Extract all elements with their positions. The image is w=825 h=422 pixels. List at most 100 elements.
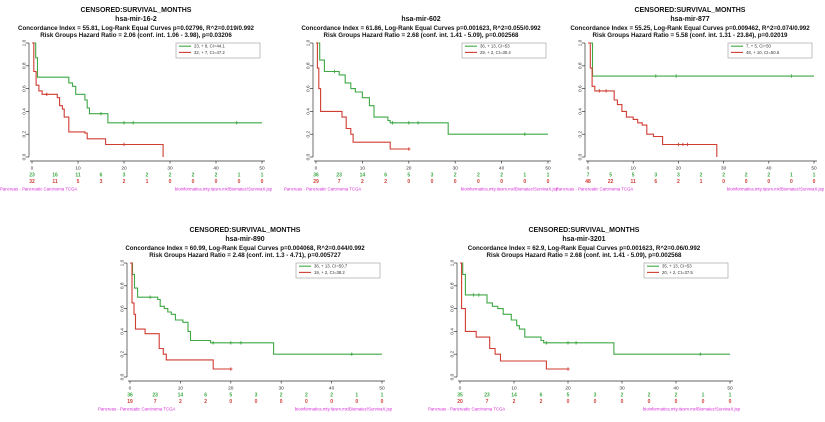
- y-tick-label: 0.8: [450, 282, 456, 289]
- at-risk-red-value: 0: [594, 399, 597, 405]
- km-panel-5: CENSORED:SURVIVAL_MONTHS hsa-mir-3201 Conc…: [428, 222, 740, 418]
- y-tick-label: 0.0: [22, 153, 28, 160]
- censor-mark: [211, 341, 215, 345]
- x-tick-label: 20: [676, 166, 682, 172]
- high-risk-group-curve: [588, 42, 718, 157]
- x-tick-label: 50: [811, 166, 817, 172]
- stats-line: Concordance Index = 55.81, Log-Rank Equa…: [18, 24, 254, 32]
- legend-label-low-risk-group: 35, + 13, CI=53: [662, 264, 692, 269]
- at-risk-green-value: 16: [52, 173, 58, 179]
- at-risk-green-value: 3: [123, 173, 126, 179]
- at-risk-green-value: 1: [355, 393, 358, 399]
- x-tick-label: 40: [766, 166, 772, 172]
- y-tick-label: 1.0: [120, 260, 126, 266]
- y-tick-label: 0.8: [578, 62, 584, 69]
- legend-box: [727, 42, 813, 59]
- at-risk-red-value: 0: [305, 399, 308, 405]
- km-panel-4: CENSORED:SURVIVAL_MONTHS hsa-mir-890 Conco…: [98, 222, 392, 418]
- at-risk-red-value: 19: [127, 399, 133, 405]
- censor-mark: [566, 341, 570, 345]
- at-risk-green-value: 2: [621, 393, 624, 399]
- censor-mark: [544, 341, 549, 345]
- at-risk-red-value: 0: [477, 179, 480, 185]
- censor-mark: [235, 121, 239, 125]
- censor-mark: [350, 352, 354, 356]
- at-risk-red-value: 0: [621, 399, 624, 405]
- at-risk-green-value: 2: [700, 173, 703, 179]
- legend-label-low-risk-group: 23, + 8, CI=44.1: [194, 44, 225, 49]
- legend-label-high-risk-group: 32, + 7, CI=47.2: [194, 50, 225, 55]
- x-tick-label: 40: [499, 166, 505, 172]
- at-risk-red-value: 32: [29, 179, 35, 185]
- y-tick-label: 1.0: [450, 260, 456, 266]
- at-risk-green-value: 5: [229, 393, 232, 399]
- at-risk-red-value: 2: [384, 179, 387, 185]
- at-risk-green-value: 3: [255, 393, 258, 399]
- y-tick-label: 0.4: [578, 108, 584, 115]
- y-tick-label: 0.8: [22, 62, 28, 69]
- stats-line: Risk Groups Hazard Ratio = 5.58 (conf. i…: [592, 32, 788, 40]
- at-risk-red-value: 2: [540, 399, 543, 405]
- at-risk-red-value: 0: [381, 399, 384, 405]
- panel-title-line: hsa-mir-3201: [562, 235, 606, 243]
- censor-mark: [471, 293, 476, 297]
- at-risk-red-value: 0: [729, 399, 732, 405]
- x-tick-label: 20: [406, 166, 412, 172]
- at-risk-green-value: 7: [587, 173, 590, 179]
- high-risk-group-curve: [460, 262, 568, 370]
- censor-mark: [99, 111, 103, 116]
- censor-mark: [566, 367, 570, 371]
- x-tick-label: 30: [167, 166, 173, 172]
- at-risk-green-value: 2: [745, 173, 748, 179]
- censor-mark: [239, 341, 243, 345]
- at-risk-green-value: 23: [484, 393, 490, 399]
- panel-header: CENSORED:SURVIVAL_MONTHS hsa-mir-16-2 Conc…: [0, 2, 272, 40]
- at-risk-red-value: 6: [654, 179, 657, 185]
- stats-line: Risk Groups Hazard Ratio = 2.06 (conf. i…: [40, 32, 232, 40]
- at-risk-green-value: 11: [75, 173, 81, 179]
- x-tick-label: 50: [545, 166, 551, 172]
- x-tick-label: 10: [511, 386, 517, 392]
- at-risk-green-value: 2: [330, 393, 333, 399]
- y-tick-label: 0.2: [22, 131, 28, 138]
- at-risk-red-value: 2: [179, 399, 182, 405]
- stats-line: Concordance Index = 62.9, Log-Rank Equal…: [467, 244, 701, 252]
- panel-title-line: hsa-mir-890: [225, 235, 265, 243]
- at-risk-red-value: 0: [702, 399, 705, 405]
- y-tick-label: 0.4: [306, 108, 312, 115]
- y-tick-label: 0.0: [450, 373, 456, 380]
- at-risk-red-value: 0: [330, 399, 333, 405]
- y-tick-label: 0.8: [120, 282, 126, 289]
- y-tick-label: 0.2: [450, 351, 456, 358]
- at-risk-green-value: 14: [511, 393, 517, 399]
- km-panel-3: CENSORED:SURVIVAL_MONTHS hsa-mir-877 Conco…: [556, 2, 824, 198]
- low-risk-group-curve: [130, 262, 382, 355]
- y-tick-label: 0.6: [120, 305, 126, 312]
- at-risk-green-value: 1: [547, 173, 550, 179]
- at-risk-green-value: 1: [238, 173, 241, 179]
- at-risk-green-value: 1: [813, 173, 816, 179]
- at-risk-red-value: 0: [215, 179, 218, 185]
- source-footer-label: bioinformatica.mty.itesm.mx/Biomatec/Sur…: [643, 407, 740, 412]
- at-risk-green-value: 2: [767, 173, 770, 179]
- at-risk-green-value: 23: [29, 173, 35, 179]
- x-tick-label: 40: [329, 386, 335, 392]
- at-risk-red-value: 0: [192, 179, 195, 185]
- at-risk-red-value: 2: [513, 399, 516, 405]
- at-risk-red-value: 0: [238, 179, 241, 185]
- at-risk-green-value: 1: [702, 393, 705, 399]
- at-risk-red-value: 0: [523, 179, 526, 185]
- y-tick-label: 1.0: [306, 40, 312, 46]
- censor-mark: [407, 147, 411, 151]
- at-risk-red-value: 0: [169, 179, 172, 185]
- panel-header: CENSORED:SURVIVAL_MONTHS hsa-mir-3201 Conc…: [428, 222, 740, 260]
- dataset-footer-label: Pancreas - Pancreatic Carcinoma TCGA: [284, 187, 361, 192]
- at-risk-red-value: 0: [500, 179, 503, 185]
- at-risk-green-value: 1: [790, 173, 793, 179]
- censor-mark: [698, 352, 702, 356]
- censor-mark: [229, 341, 233, 345]
- y-tick-label: 0.4: [120, 328, 126, 335]
- at-risk-red-value: 0: [280, 399, 283, 405]
